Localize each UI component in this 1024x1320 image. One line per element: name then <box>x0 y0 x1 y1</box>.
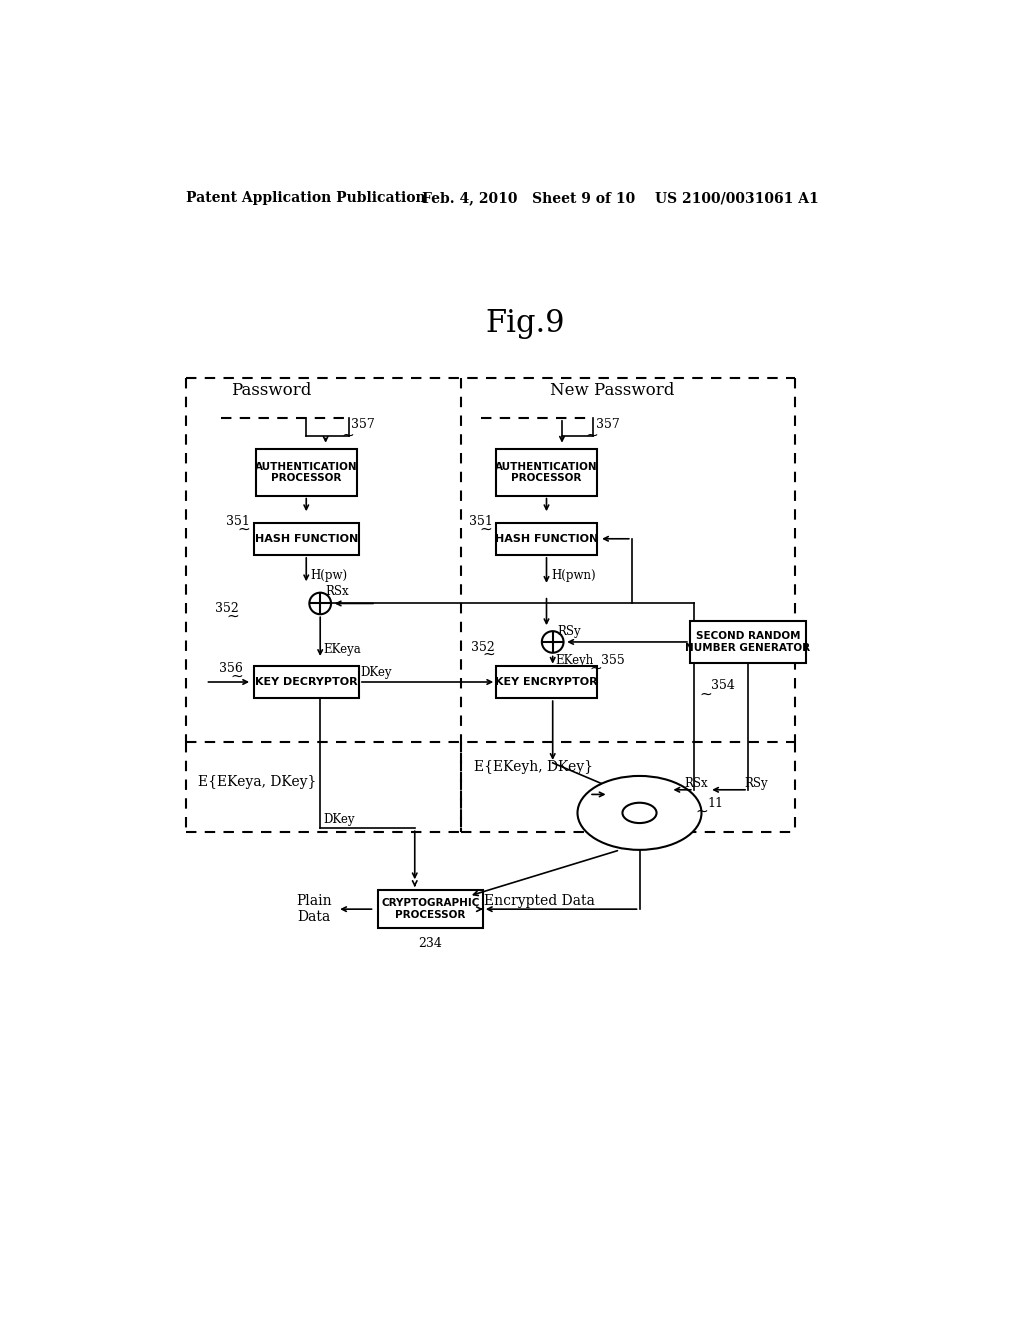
Text: E{EKeya, DKey}: E{EKeya, DKey} <box>198 775 316 789</box>
Text: CRYPTOGRAPHIC
PROCESSOR: CRYPTOGRAPHIC PROCESSOR <box>381 899 479 920</box>
Text: New Password: New Password <box>550 383 675 400</box>
Text: Password: Password <box>231 383 311 400</box>
Bar <box>378 890 482 928</box>
Text: RSx: RSx <box>684 777 708 791</box>
Bar <box>496 523 597 554</box>
Text: 355: 355 <box>601 653 625 667</box>
Text: US 2100/0031061 A1: US 2100/0031061 A1 <box>655 191 819 206</box>
Text: 352: 352 <box>215 602 239 615</box>
Bar <box>496 665 597 698</box>
Text: ∼: ∼ <box>238 521 251 537</box>
Text: RSy: RSy <box>557 624 581 638</box>
Text: HASH FUNCTION: HASH FUNCTION <box>495 533 598 544</box>
Text: 354: 354 <box>711 680 734 693</box>
Text: RSy: RSy <box>744 777 768 791</box>
Circle shape <box>309 593 331 614</box>
Text: 352: 352 <box>471 640 495 653</box>
Text: ∼: ∼ <box>230 668 243 684</box>
Text: AUTHENTICATION
PROCESSOR: AUTHENTICATION PROCESSOR <box>496 462 598 483</box>
Text: 356: 356 <box>219 661 244 675</box>
Bar <box>496 449 597 496</box>
Text: HASH FUNCTION: HASH FUNCTION <box>255 533 357 544</box>
Text: EKeya: EKeya <box>324 643 361 656</box>
Ellipse shape <box>623 803 656 824</box>
Text: EKeyh: EKeyh <box>556 653 594 667</box>
Circle shape <box>542 631 563 653</box>
Text: Encrypted Data: Encrypted Data <box>484 895 595 908</box>
Text: 357: 357 <box>596 417 620 430</box>
Bar <box>690 620 806 663</box>
Text: E{EKeyh, DKey}: E{EKeyh, DKey} <box>474 760 594 774</box>
Text: ∼: ∼ <box>226 609 239 623</box>
Text: KEY DECRYPTOR: KEY DECRYPTOR <box>255 677 357 686</box>
Text: KEY ENCRYPTOR: KEY ENCRYPTOR <box>496 677 598 686</box>
Text: RSx: RSx <box>326 585 349 598</box>
Text: SECOND RANDOM
NUMBER GENERATOR: SECOND RANDOM NUMBER GENERATOR <box>685 631 811 653</box>
Bar <box>256 449 356 496</box>
Text: ∼: ∼ <box>585 428 598 444</box>
Text: Feb. 4, 2010   Sheet 9 of 10: Feb. 4, 2010 Sheet 9 of 10 <box>423 191 636 206</box>
Text: AUTHENTICATION
PROCESSOR: AUTHENTICATION PROCESSOR <box>255 462 357 483</box>
Bar <box>254 523 358 554</box>
Ellipse shape <box>578 776 701 850</box>
Text: Patent Application Publication: Patent Application Publication <box>186 191 426 206</box>
Text: DKey: DKey <box>324 813 354 825</box>
Bar <box>254 665 358 698</box>
Text: 11: 11 <box>708 797 724 810</box>
Text: 234: 234 <box>419 937 442 950</box>
Text: 351: 351 <box>226 515 250 528</box>
Text: H(pwn): H(pwn) <box>551 569 596 582</box>
Text: Fig.9: Fig.9 <box>485 309 564 339</box>
Text: DKey: DKey <box>360 667 392 680</box>
Text: 351: 351 <box>469 515 493 528</box>
Text: H(pw): H(pw) <box>310 569 347 582</box>
Text: ∼: ∼ <box>695 804 708 818</box>
Text: ∼: ∼ <box>479 521 493 537</box>
Text: ∼: ∼ <box>590 660 602 676</box>
Text: 357: 357 <box>351 417 375 430</box>
Text: ∼: ∼ <box>482 647 496 661</box>
Text: Plain
Data: Plain Data <box>296 894 332 924</box>
Text: ∼: ∼ <box>341 428 353 444</box>
Text: ∼: ∼ <box>699 686 712 702</box>
